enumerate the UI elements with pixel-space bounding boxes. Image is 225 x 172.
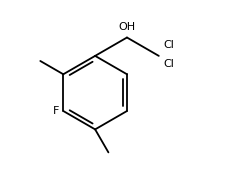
Text: Cl: Cl xyxy=(162,40,173,50)
Text: F: F xyxy=(53,106,59,116)
Text: OH: OH xyxy=(118,22,135,32)
Text: Cl: Cl xyxy=(162,58,173,68)
